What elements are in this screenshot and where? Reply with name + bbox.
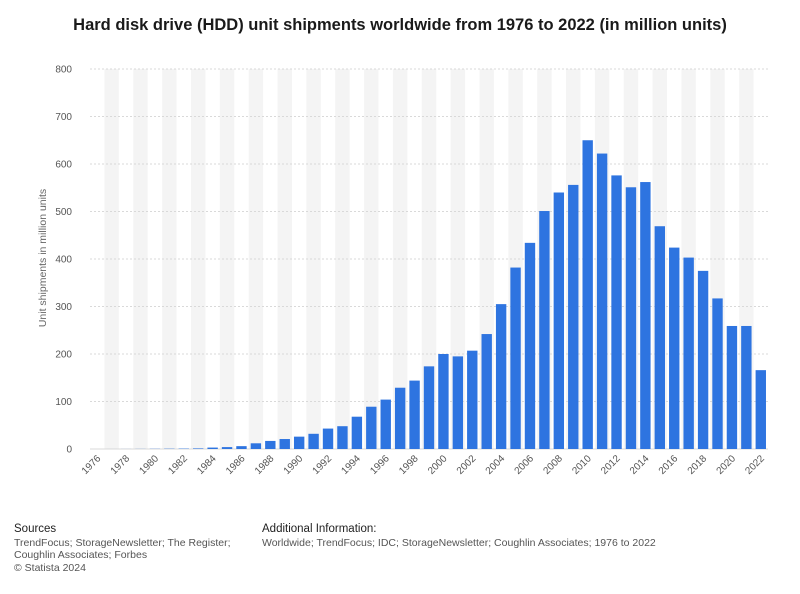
additional-info-text: Worldwide; TrendFocus; IDC; StorageNewsl… bbox=[262, 536, 656, 549]
x-tick-label: 2018 bbox=[686, 453, 710, 477]
y-axis-ticks: 0 100 200 300 400 500 600 700 800 bbox=[55, 65, 72, 456]
x-tick-label: 1988 bbox=[253, 453, 277, 477]
bar-1999 bbox=[423, 366, 435, 449]
x-tick-label: 2002 bbox=[455, 453, 479, 477]
background-band bbox=[306, 69, 321, 449]
y-tick-label: 300 bbox=[55, 302, 72, 313]
bar-2009 bbox=[568, 184, 579, 449]
x-tick-label: 2014 bbox=[628, 453, 652, 477]
bar-1995 bbox=[366, 406, 377, 449]
x-tick-label: 1986 bbox=[224, 453, 248, 477]
y-tick-label: 800 bbox=[55, 65, 72, 76]
y-axis-label: Unit shipments in million units bbox=[37, 189, 49, 327]
bar-2015 bbox=[654, 226, 666, 449]
bar-2021 bbox=[741, 325, 752, 449]
background-band bbox=[133, 69, 148, 449]
bar-2003 bbox=[481, 334, 492, 449]
x-tick-label: 2022 bbox=[743, 453, 767, 477]
y-tick-label: 600 bbox=[55, 160, 72, 171]
x-tick-label: 2000 bbox=[426, 453, 450, 477]
sources-block: Sources TrendFocus; StorageNewsletter; T… bbox=[14, 523, 234, 574]
bar-2012 bbox=[611, 175, 622, 449]
copyright: © Statista 2024 bbox=[14, 561, 86, 574]
y-tick-label: 400 bbox=[55, 255, 72, 266]
additional-info-block: Additional Information: Worldwide; Trend… bbox=[262, 523, 782, 549]
bar-2002 bbox=[467, 350, 478, 449]
bar-1990 bbox=[293, 436, 305, 449]
bar-1997 bbox=[394, 387, 406, 449]
x-tick-label: 2020 bbox=[715, 453, 739, 477]
x-tick-label: 2010 bbox=[570, 453, 594, 477]
y-tick-label: 200 bbox=[55, 350, 72, 361]
x-tick-label: 1978 bbox=[109, 453, 133, 477]
x-tick-label: 1998 bbox=[397, 453, 421, 477]
bar-2016 bbox=[669, 247, 680, 449]
x-tick-label: 2004 bbox=[484, 453, 508, 477]
bar-2013 bbox=[625, 187, 637, 449]
x-tick-label: 1996 bbox=[368, 453, 392, 477]
x-tick-label: 1992 bbox=[311, 453, 335, 477]
x-tick-label: 1980 bbox=[138, 453, 162, 477]
bar-2011 bbox=[596, 153, 608, 450]
bar-2005 bbox=[510, 267, 521, 449]
x-tick-label: 1990 bbox=[282, 453, 306, 477]
chart-title: Hard disk drive (HDD) unit shipments wor… bbox=[73, 16, 727, 34]
x-tick-label: 1994 bbox=[339, 453, 363, 477]
background-band bbox=[421, 69, 437, 449]
bar-1986 bbox=[236, 446, 247, 449]
bars bbox=[92, 140, 766, 450]
bar-2006 bbox=[524, 242, 536, 449]
bar-1984 bbox=[207, 447, 218, 449]
bar-2004 bbox=[495, 304, 507, 449]
bar-1994 bbox=[351, 416, 363, 449]
bar-1987 bbox=[250, 443, 262, 449]
bar-2018 bbox=[697, 270, 709, 449]
bar-1988 bbox=[265, 440, 276, 449]
x-tick-label: 1984 bbox=[195, 453, 219, 477]
additional-info-heading: Additional Information: bbox=[262, 523, 377, 535]
bar-2019 bbox=[712, 298, 723, 449]
bar-1998 bbox=[409, 380, 420, 449]
bar-1989 bbox=[279, 439, 290, 449]
bar-2000 bbox=[438, 354, 449, 449]
bar-2020 bbox=[726, 325, 738, 449]
y-tick-label: 100 bbox=[55, 397, 72, 408]
sources-heading: Sources bbox=[14, 523, 57, 535]
x-tick-label: 2016 bbox=[657, 453, 681, 477]
bar-1996 bbox=[380, 399, 391, 449]
x-tick-label: 1982 bbox=[166, 453, 190, 477]
bar-2010 bbox=[582, 140, 593, 449]
x-axis-ticks: 1976 1978 1980 1982 1984 1986 1988 1990 1992 1994… bbox=[80, 453, 767, 477]
x-tick-label: 1976 bbox=[80, 453, 104, 477]
x-tick-label: 2006 bbox=[513, 453, 537, 477]
background-band bbox=[277, 69, 292, 449]
bar-2008 bbox=[553, 192, 565, 449]
bar-2001 bbox=[452, 356, 464, 449]
bar-2022 bbox=[755, 370, 766, 449]
y-tick-label: 500 bbox=[55, 207, 72, 218]
x-tick-label: 2008 bbox=[541, 453, 565, 477]
y-tick-label: 700 bbox=[55, 112, 72, 123]
bar-2017 bbox=[683, 257, 694, 449]
bar-1992 bbox=[322, 428, 334, 449]
background-band bbox=[162, 69, 177, 449]
bar-1991 bbox=[308, 433, 319, 449]
bar-2014 bbox=[640, 182, 651, 450]
sources-text: TrendFocus; StorageNewsletter; The Regis… bbox=[14, 536, 231, 562]
bar-1983 bbox=[192, 448, 204, 449]
bar-2007 bbox=[539, 211, 550, 449]
x-tick-label: 2012 bbox=[599, 453, 623, 477]
bar-1985 bbox=[221, 447, 233, 449]
y-tick-label: 0 bbox=[66, 445, 72, 456]
bar-1993 bbox=[337, 426, 348, 449]
